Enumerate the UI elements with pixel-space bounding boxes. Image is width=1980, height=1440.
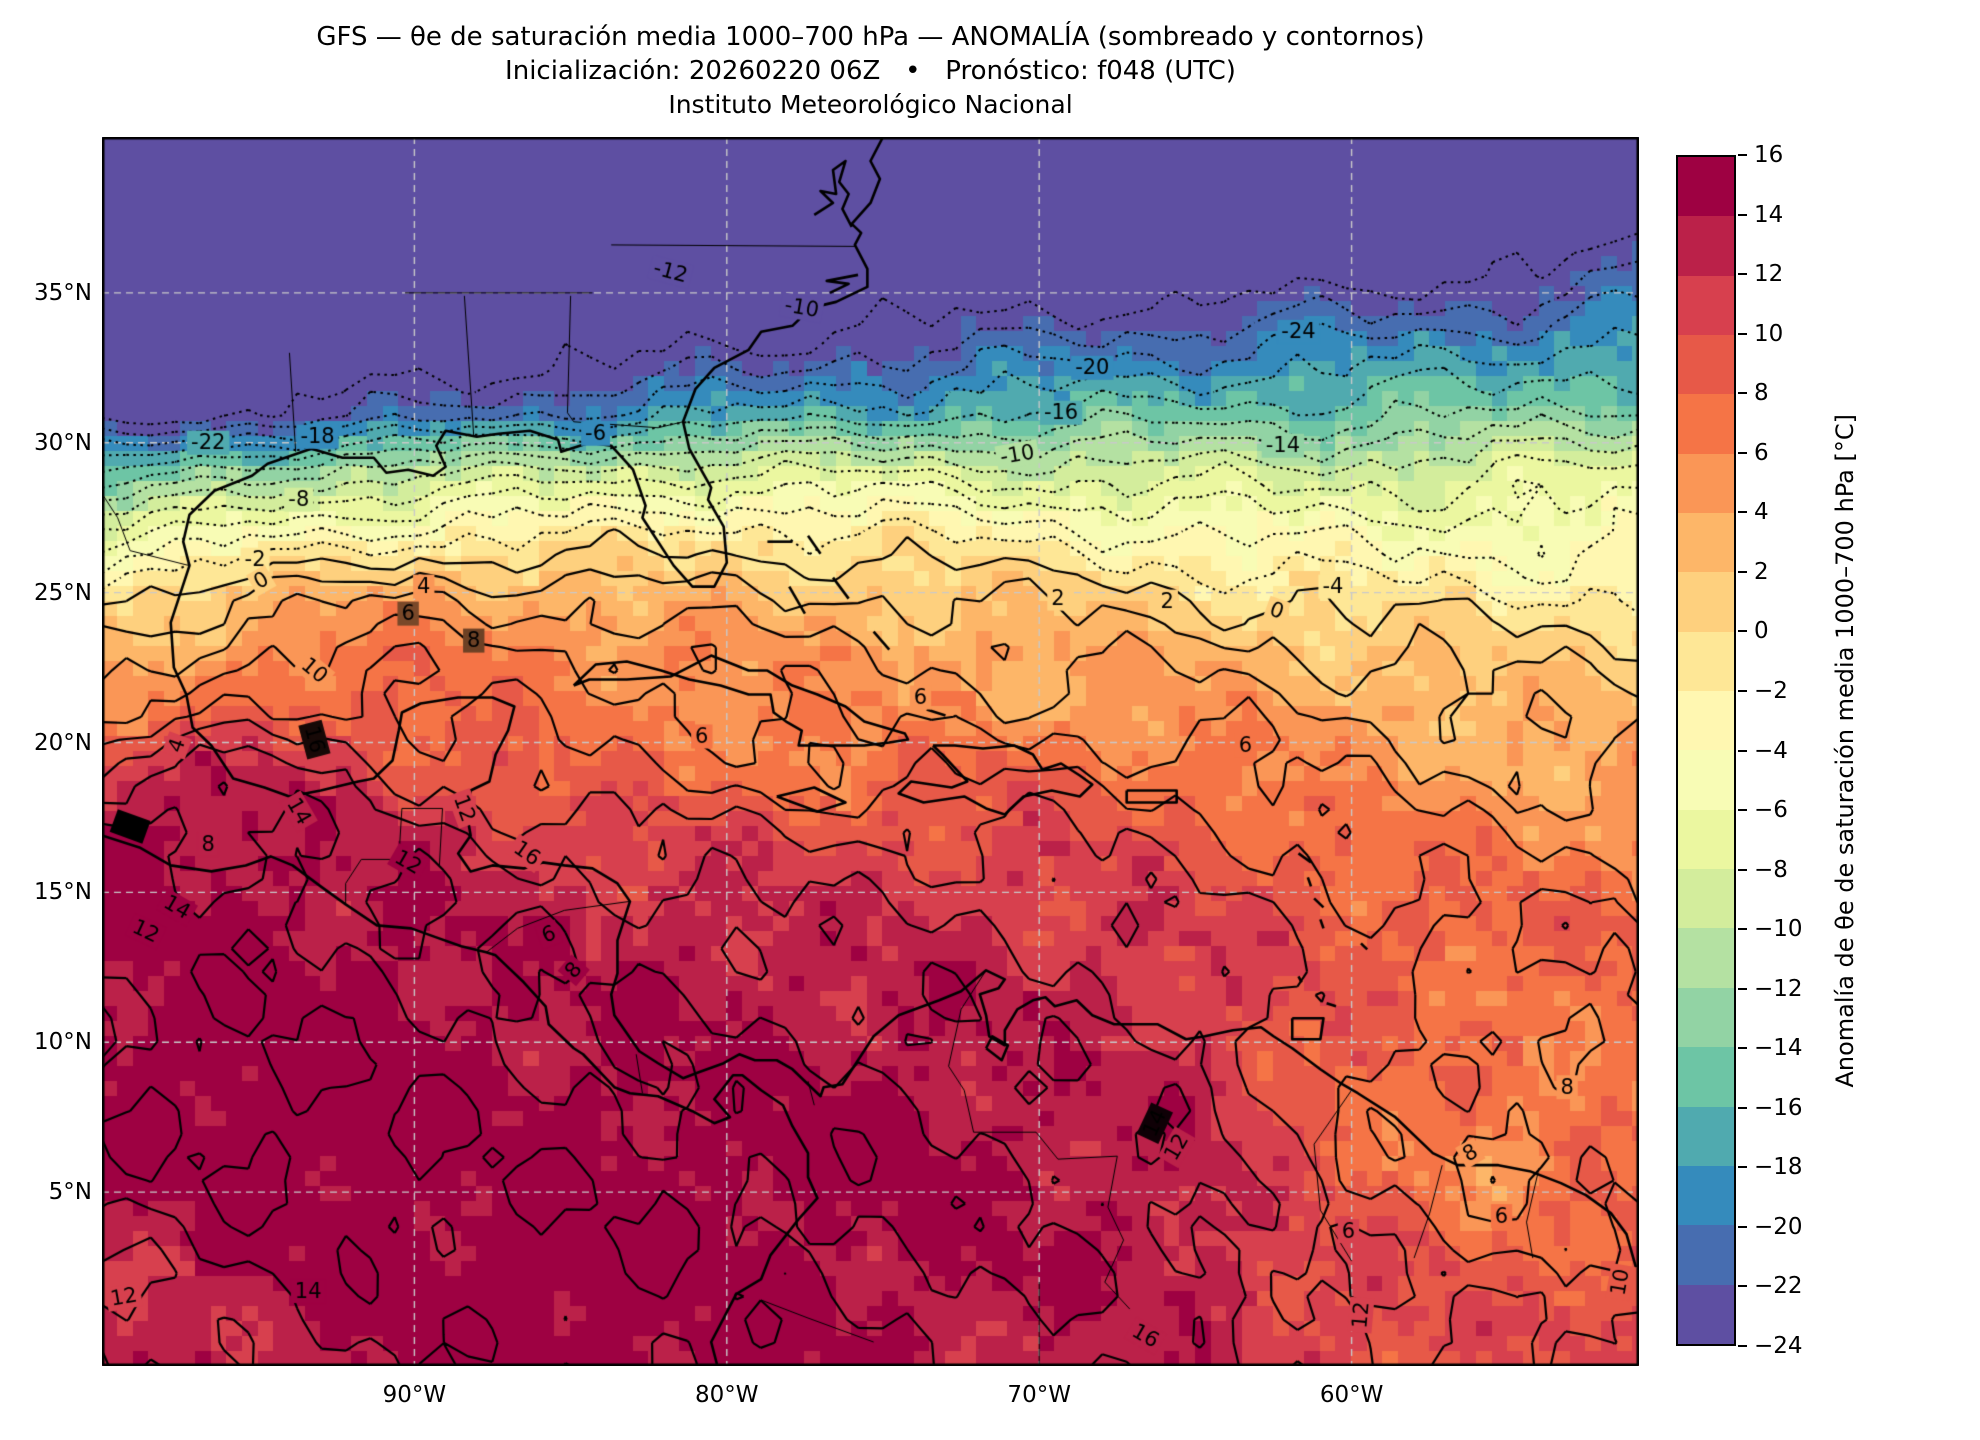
figure-institution: Instituto Meteorológico Nacional [668,90,1073,119]
lat-tick-label: 20°N [34,729,92,756]
contour-map-canvas [102,137,1639,1366]
colorbar-segment [1678,335,1734,395]
colorbar-tick-label: −20 [1754,1213,1803,1240]
colorbar-segment [1678,216,1734,276]
colorbar-tick-label: −22 [1754,1273,1803,1300]
colorbar-tick [1738,868,1747,871]
colorbar-tick-label: 8 [1754,380,1769,407]
colorbar-tick [1738,1285,1747,1288]
lat-tick-label: 15°N [34,879,92,906]
colorbar-tick [1738,1345,1747,1347]
figure-subtitle-init-forecast: Inicialización: 20260220 06Z • Pronóstic… [505,56,1236,86]
colorbar-tick [1738,332,1747,335]
colorbar-tick [1738,1225,1747,1228]
colorbar-tick [1738,273,1747,276]
colorbar-segment [1678,275,1734,336]
colorbar-tick-label: −16 [1754,1094,1803,1121]
colorbar-tick-label: 12 [1754,261,1784,288]
colorbar-tick [1738,154,1747,156]
colorbar-axis-label-wrap: Anomalía de θe de saturación media 1000–… [1828,155,1862,1346]
colorbar-tick-label: −24 [1754,1333,1803,1359]
colorbar-segment [1678,513,1734,573]
lat-tick-label: 25°N [34,579,92,606]
colorbar-tick-label: −8 [1754,856,1788,883]
colorbar-tick-label: −6 [1754,797,1788,824]
colorbar-segment [1678,1284,1734,1344]
colorbar-tick-label: 4 [1754,499,1769,526]
colorbar-tick [1738,213,1747,216]
colorbar-tick [1738,1166,1747,1169]
lat-tick-label: 35°N [34,279,92,306]
lon-tick-label: 70°W [1007,1382,1071,1408]
colorbar-tick [1738,1047,1747,1050]
colorbar-tick [1738,809,1747,812]
colorbar-segment [1678,928,1734,988]
colorbar-tick [1738,1106,1747,1109]
colorbar-segment [1678,572,1734,632]
lat-tick-label: 30°N [34,429,92,456]
colorbar-tick-label: −18 [1754,1154,1803,1181]
colorbar-tick-label: 16 [1754,142,1784,168]
colorbar-tick-label: −10 [1754,916,1803,943]
colorbar-segment [1678,1225,1734,1285]
lon-tick-label: 90°W [382,1382,447,1408]
colorbar-tick-label: 0 [1754,618,1769,645]
colorbar-axis-label: Anomalía de θe de saturación media 1000–… [1831,413,1859,1088]
colorbar-tick-label: 6 [1754,439,1769,466]
colorbar-segment [1678,157,1734,217]
colorbar-tick-label: −4 [1754,737,1788,764]
colorbar-segment [1678,809,1734,870]
colorbar-segment [1678,394,1734,454]
colorbar-segment [1678,453,1734,514]
colorbar-tick-label: 2 [1754,558,1769,585]
lat-tick-label: 5°N [48,1179,92,1206]
colorbar-tick-label: −2 [1754,677,1788,704]
colorbar-tick [1738,570,1747,573]
colorbar-segment [1678,631,1734,692]
figure-title: GFS — θe de saturación media 1000–700 hP… [316,22,1425,52]
colorbar-segment [1678,750,1734,810]
colorbar-tick [1738,392,1747,395]
colorbar-tick [1738,928,1747,931]
colorbar-tick [1738,749,1747,752]
colorbar-tick-label: −12 [1754,975,1803,1002]
colorbar-segment [1678,1165,1734,1226]
lon-tick-label: 60°W [1319,1382,1384,1408]
colorbar-tick [1738,630,1747,633]
colorbar [1676,155,1736,1346]
lon-tick-label: 80°W [695,1382,759,1408]
colorbar-tick [1738,689,1747,692]
lat-tick-label: 10°N [34,1029,92,1056]
colorbar-segment [1678,869,1734,929]
colorbar-tick-label: 14 [1754,201,1784,228]
colorbar-tick-label: −14 [1754,1035,1803,1062]
colorbar-tick [1738,511,1747,514]
colorbar-segment [1678,1106,1734,1166]
colorbar-tick-label: 10 [1754,320,1784,347]
colorbar-tick [1738,987,1747,990]
colorbar-segment [1678,691,1734,751]
colorbar-segment [1678,1047,1734,1107]
colorbar-tick [1738,451,1747,454]
colorbar-segment [1678,987,1734,1048]
